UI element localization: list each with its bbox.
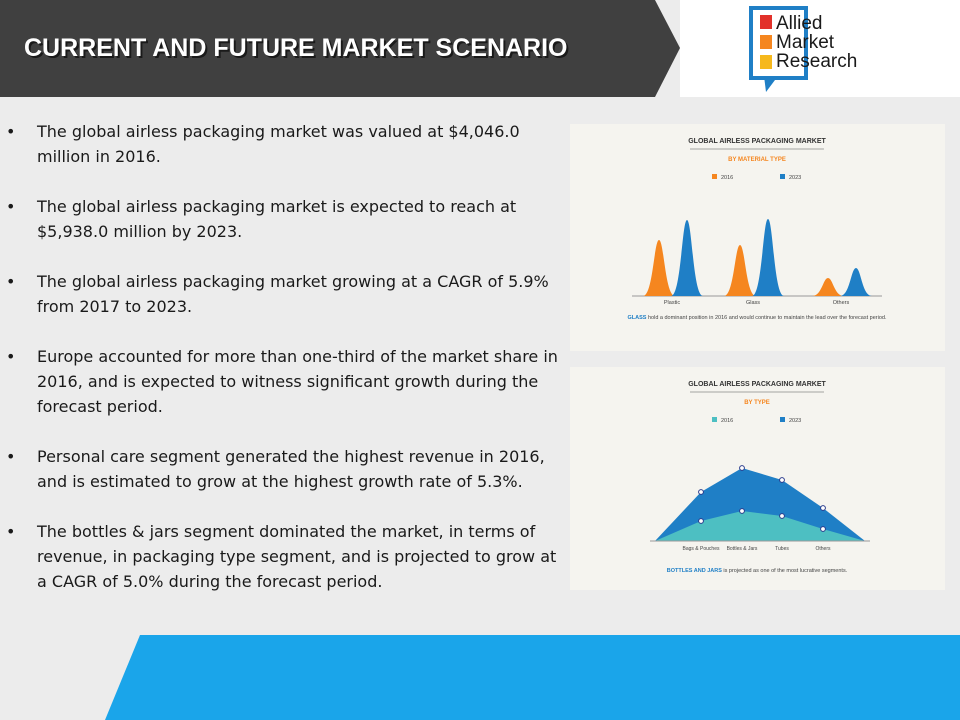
chart-subtitle: BY MATERIAL TYPE [728, 157, 786, 163]
caption-lead: BOTTLES AND JARS [667, 568, 722, 574]
bullet: Personal care segment generated the high… [6, 444, 562, 494]
chart-panel [570, 124, 945, 351]
header-band [0, 0, 680, 97]
category-label: Glass [746, 300, 760, 306]
legend-label: 2016 [721, 418, 733, 424]
point [820, 505, 826, 511]
bullet: Europe accounted for more than one-third… [6, 344, 562, 419]
logo-block [760, 15, 772, 29]
caption-lead: GLASS [628, 315, 647, 321]
legend-label: 2023 [789, 175, 801, 181]
bullet-list: The global airless packaging market was … [6, 119, 562, 619]
category-label: Tubes [775, 546, 789, 552]
footer-shape [105, 635, 960, 720]
bullet: The global airless packaging market was … [6, 119, 562, 169]
point [779, 513, 785, 519]
header-title-shadow: CURRENT AND FUTURE MARKET SCENARIO [26, 36, 570, 64]
category-label: Others [833, 300, 850, 306]
chart-title: GLOBAL AIRLESS PACKAGING MARKET [688, 138, 826, 145]
caption-text: hold a dominant position in 2016 and wou… [648, 315, 887, 321]
peak [812, 278, 844, 296]
legend-label: 2023 [789, 418, 801, 424]
logo-text: Research [776, 51, 857, 72]
legend-swatch [780, 174, 785, 179]
peak [752, 219, 784, 296]
caption: GLASS hold a dominant position in 2016 a… [628, 315, 887, 321]
point [779, 477, 785, 483]
legend-swatch [780, 417, 785, 422]
area [655, 511, 865, 541]
caption-text: is projected as one of the most lucrativ… [723, 568, 847, 574]
legend-label: 2016 [721, 175, 733, 181]
peak [671, 220, 703, 296]
category-label: Bags & Pouches [683, 546, 720, 552]
peak [643, 240, 675, 296]
bullet: The bottles & jars segment dominated the… [6, 519, 562, 594]
logo-block [760, 55, 772, 69]
point [698, 489, 704, 495]
category-label: Others [815, 546, 831, 552]
logo-text: Market [776, 32, 835, 53]
peak [724, 245, 756, 296]
point [820, 526, 826, 532]
logo-block [760, 35, 772, 49]
bullet: The global airless packaging market grow… [6, 269, 562, 319]
chart-subtitle: BY TYPE [744, 400, 770, 406]
chart-title: GLOBAL AIRLESS PACKAGING MARKET [688, 381, 826, 388]
point [698, 518, 704, 524]
caption: BOTTLES AND JARS is projected as one of … [667, 568, 848, 574]
logo-text: Allied [776, 13, 822, 34]
logo: Allied Market Research [749, 6, 857, 92]
legend-swatch [712, 174, 717, 179]
legend-swatch [712, 417, 717, 422]
point [739, 508, 745, 514]
peak [840, 268, 872, 296]
header-title: CURRENT AND FUTURE MARKET SCENARIO [24, 34, 568, 62]
logo-tail [764, 76, 778, 92]
point [739, 465, 745, 471]
logo-area [680, 0, 960, 97]
category-label: Bottles & Jars [727, 546, 758, 552]
category-label: Plastic [664, 300, 680, 306]
bullet: The global airless packaging market is e… [6, 194, 562, 244]
logo-frame [749, 6, 808, 80]
